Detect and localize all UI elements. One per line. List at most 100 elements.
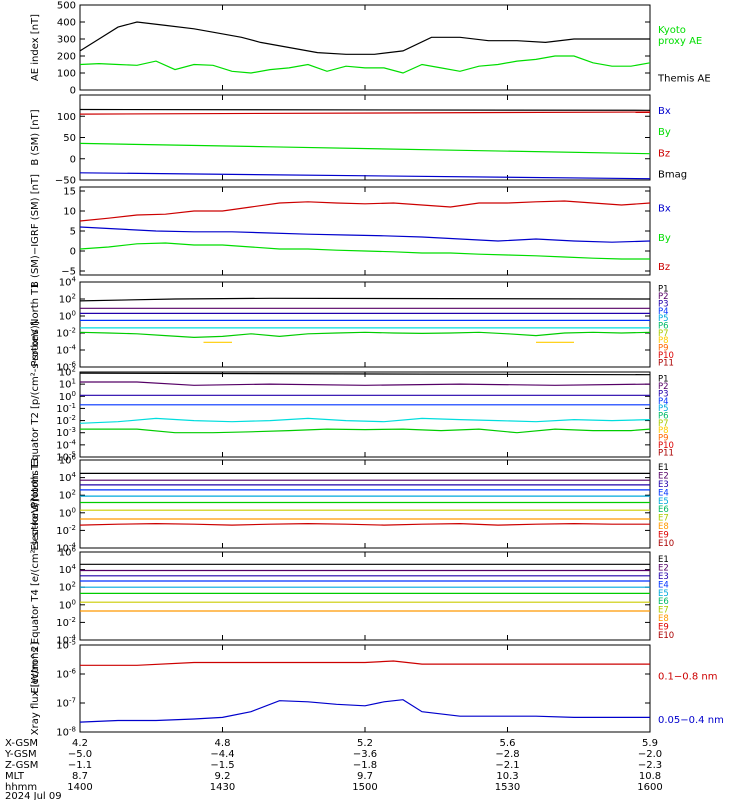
legend-entry: P1 — [658, 285, 669, 295]
legend-entry: E2 — [658, 564, 669, 574]
legend-entry: Bz — [658, 262, 670, 273]
panel-2: 100 50 0 −50 B (SM) [nT] Bx By Bz Bmag — [30, 94, 687, 187]
y-tick-label: 104 — [59, 563, 77, 576]
legend-entry: E5 — [658, 497, 669, 507]
legend-entry: Bmag — [658, 170, 687, 181]
y-tick-label: 100 — [57, 112, 76, 123]
y-tick-label: −5 — [61, 267, 76, 278]
panel-1: 500 400 300 200 100 0 AE index [nT] Kyotoproxy … — [30, 1, 711, 97]
y-axis-label: B (SM)−IGRF (SM) [nT] — [30, 174, 41, 288]
legend-entry: P5 — [658, 404, 669, 414]
x-axis-value: 10.8 — [639, 771, 661, 782]
legend-entry: P8 — [658, 426, 669, 436]
y-tick-label: 104 — [59, 471, 77, 484]
x-axis-value: −1.1 — [68, 760, 92, 771]
series-line-p5 — [79, 417, 651, 424]
x-axis-value: 9.2 — [215, 771, 231, 782]
x-axis-value: −1.8 — [353, 760, 377, 771]
x-axis-value: −2.3 — [638, 760, 662, 771]
panel-frame — [79, 281, 651, 368]
y-tick-label: 10-4 — [56, 344, 76, 357]
legend-entry: E4 — [658, 488, 669, 498]
y-tick-label: 400 — [57, 18, 76, 29]
y-tick-label: 10-2 — [56, 616, 76, 629]
y-axis-label: Protons Equator T2 [p/(cm²-s-sr-keV)] — [30, 321, 41, 508]
y-tick-label: 10-7 — [56, 697, 76, 710]
legend-entry: P11 — [658, 358, 674, 368]
y-tick-label: 10-1 — [56, 402, 76, 415]
y-tick-label: 10-4 — [56, 634, 76, 647]
legend-entry: 0.1−0.8 nm — [658, 671, 717, 682]
series-line-0-1-0-8-nm — [80, 660, 650, 666]
legend-entry: Themis AE — [657, 73, 711, 84]
x-axis-value: −2.8 — [495, 749, 519, 760]
x-axis-value: 4.8 — [215, 738, 231, 749]
y-tick-label: 106 — [59, 546, 77, 559]
legend-entry: E7 — [658, 514, 669, 524]
y-tick-label: 5 — [70, 227, 76, 238]
series-line-e9 — [79, 522, 650, 526]
legend-entry: P2 — [658, 292, 669, 302]
y-tick-label: 10-2 — [56, 524, 76, 537]
series-line-p6 — [80, 428, 651, 434]
panel-frame — [79, 551, 651, 641]
y-tick-label: 10-3 — [56, 426, 76, 439]
x-axis-value: −5.0 — [68, 749, 92, 760]
x-axis-value: 10.3 — [496, 771, 518, 782]
y-tick-label: 100 — [59, 506, 76, 519]
y-axis-label: Electrons Equator T4 [e/(cm²-s-sr-keV)] — [30, 498, 41, 693]
legend-entry: E10 — [658, 539, 674, 549]
series-line-bmag — [79, 108, 651, 111]
y-tick-label: 10-2 — [56, 327, 76, 340]
legend-entry: P5 — [658, 314, 669, 324]
legend-entry: By — [658, 233, 671, 244]
y-tick-label: 104 — [59, 276, 77, 289]
legend-entry: P6 — [658, 412, 669, 422]
x-axis-value: 5.6 — [500, 738, 516, 749]
legend-entry: P4 — [658, 397, 669, 407]
x-axis-row-label: hhmm — [5, 782, 37, 793]
y-axis-label: B (SM) [nT] — [30, 109, 41, 165]
legend-entry: P2 — [658, 382, 669, 392]
y-tick-label: 100 — [57, 69, 76, 80]
x-axis-row-label: Z-GSM — [5, 760, 38, 771]
legend-entry: E1 — [658, 555, 669, 565]
y-tick-label: 50 — [63, 133, 76, 144]
series-line-0-05-0-4-nm — [79, 699, 650, 723]
y-tick-label: 102 — [59, 581, 76, 594]
panel-frame — [79, 644, 651, 733]
series-line-p1 — [79, 372, 651, 376]
panel-6: 106 104 102 100 10-2 10-4 Electrons North T3 E1… — [30, 454, 674, 555]
x-axis-value: 9.7 — [357, 771, 373, 782]
legend-entry: E2 — [658, 472, 669, 482]
panel-frame — [79, 94, 651, 181]
legend-entry: E9 — [658, 530, 669, 540]
y-axis-label: Xray flux [W/m^2] — [30, 642, 41, 736]
y-tick-label: 15 — [63, 187, 76, 198]
legend-entry: E10 — [658, 631, 674, 641]
legend-entry: P10 — [658, 351, 674, 361]
legend-entry: P3 — [658, 389, 669, 399]
legend-entry: E3 — [658, 572, 669, 582]
series-line-by — [79, 242, 650, 260]
y-tick-label: 10-4 — [56, 542, 76, 555]
x-axis-value: −2.0 — [638, 749, 662, 760]
legend-entry: E9 — [658, 622, 669, 632]
y-tick-label: 102 — [59, 366, 76, 379]
legend-entry: P7 — [658, 419, 669, 429]
series-line-p1 — [79, 297, 651, 302]
legend-entry: proxy AE — [658, 36, 702, 47]
y-tick-label: 10-6 — [56, 668, 76, 681]
legend-entry: P9 — [658, 344, 669, 354]
x-axis-value: 1500 — [352, 782, 377, 793]
y-tick-label: 10-6 — [56, 361, 76, 374]
series-line-themis-ae — [79, 21, 650, 55]
legend-entry: Bx — [658, 106, 671, 117]
y-tick-label: 0 — [70, 86, 76, 97]
legend-entry: P6 — [658, 322, 669, 332]
x-axis-value: 1530 — [495, 782, 520, 793]
legend-entry: E8 — [658, 614, 669, 624]
y-tick-label: 100 — [59, 390, 76, 403]
x-axis-value: −4.4 — [210, 749, 234, 760]
